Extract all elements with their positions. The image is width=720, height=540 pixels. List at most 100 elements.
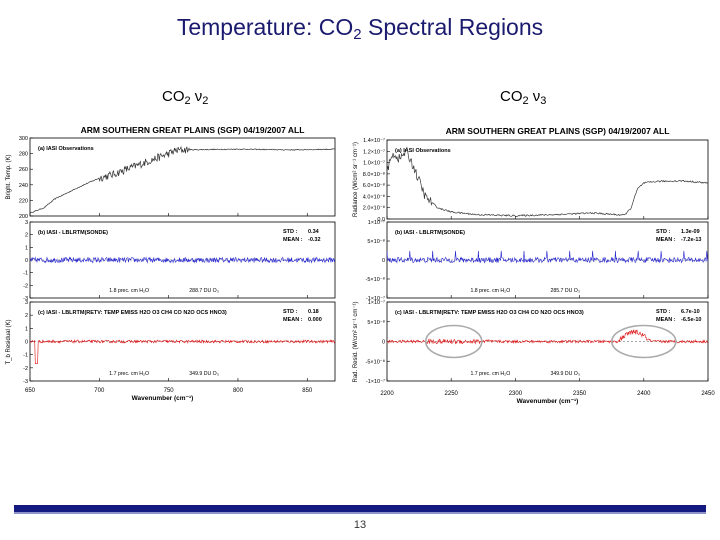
y-tick-label: 3	[25, 300, 28, 306]
y-tick-label: -1×10⁻⁷	[366, 378, 385, 385]
y-tick-label: 280	[19, 152, 28, 158]
observations-line	[386, 146, 709, 217]
x-axis-label: Wavenumber (cm⁻¹)	[132, 395, 194, 402]
y-tick-label: 240	[19, 183, 28, 189]
y-tick-label: 1×10⁻⁷	[368, 299, 385, 306]
y-tick-label: 8.0×10⁻⁸	[363, 171, 385, 178]
note-h2o: 1.8 prec. cm H₂O	[470, 288, 510, 294]
panel-frame	[29, 137, 336, 217]
y-axis-label: Radiance (W/cm² sr⁻¹ cm⁻¹)	[353, 142, 359, 217]
observations-line	[29, 145, 336, 214]
y-tick-label: 5×10⁻⁸	[367, 319, 385, 326]
mean-value: -6.5e-10	[681, 317, 702, 323]
y-tick-label: 220	[19, 198, 28, 204]
y-tick-label: -1	[23, 271, 28, 277]
note-o3: 349.9 DU O₃	[550, 371, 580, 377]
note-o3: 349.9 DU O₃	[189, 371, 219, 377]
footer-bar-shadow	[14, 512, 706, 514]
residual-line	[386, 329, 709, 345]
highlight-ellipse	[424, 324, 483, 359]
panel-label: (c) IASI - LBLRTM(RETV: TEMP EMISS H2O O…	[38, 310, 227, 316]
x-tick-label: 800	[233, 388, 244, 394]
x-tick-label: 750	[164, 388, 175, 394]
highlight-ellipse	[610, 324, 677, 359]
label-co2-nu3: CO2 ν3	[500, 88, 547, 107]
x-tick-label: 2400	[637, 391, 651, 397]
std-label: STD :	[656, 309, 671, 315]
y-axis-label: Bright. Temp. (K)	[6, 155, 12, 200]
std-value: 0.34	[308, 229, 320, 235]
y-tick-label: 1.2×10⁻⁷	[363, 148, 385, 155]
y-tick-label: 2.0×10⁻⁸	[363, 205, 385, 212]
y-tick-label: 0.0	[377, 217, 385, 223]
panel-label: (b) IASI - LBLRTM(SONDE)	[395, 230, 465, 236]
mean-value: -7.2e-13	[681, 237, 702, 243]
note-h2o: 1.7 prec. cm H₂O	[109, 371, 149, 377]
y-tick-label: 0	[382, 340, 385, 346]
y-axis-label: Rad. Resid. (W/cm² sr⁻¹ cm⁻¹)	[353, 302, 359, 383]
mean-label: MEAN :	[283, 237, 303, 243]
y-tick-label: 1.0×10⁻⁷	[363, 160, 385, 167]
y-tick-label: -5×10⁻⁸	[366, 276, 385, 283]
x-tick-label: 650	[25, 388, 36, 394]
x-tick-label: 2350	[573, 391, 587, 397]
y-tick-label: 0	[382, 258, 385, 264]
std-label: STD :	[656, 229, 671, 235]
std-value: 6.7e-10	[681, 309, 700, 315]
mean-label: MEAN :	[283, 317, 303, 323]
x-tick-label: 850	[302, 388, 313, 394]
note-o3: 285.7 DU O₃	[550, 288, 580, 294]
x-tick-label: 2200	[380, 391, 394, 397]
slide-title: Temperature: CO2 Spectral Regions	[176, 14, 544, 43]
chart-title: ARM SOUTHERN GREAT PLAINS (SGP) 04/19/20…	[81, 125, 305, 135]
y-tick-label: -1	[23, 353, 28, 359]
y-tick-label: 2	[25, 233, 28, 239]
y-tick-label: 0	[25, 258, 28, 264]
std-value: 1.3e-09	[681, 229, 700, 235]
x-tick-label: 2250	[445, 391, 459, 397]
panel-label: (c) IASI - LBLRTM(RETV: TEMP EMISS H2O O…	[395, 310, 584, 316]
x-tick-label: 700	[94, 388, 105, 394]
std-value: 0.18	[308, 309, 319, 315]
y-tick-label: 2	[25, 313, 28, 319]
panel-label: (a) IASI Observations	[395, 148, 451, 154]
mean-label: MEAN :	[656, 237, 676, 243]
std-label: STD :	[283, 309, 298, 315]
y-tick-label: 1	[25, 326, 28, 332]
x-tick-label: 2300	[509, 391, 523, 397]
page-number: 13	[353, 519, 367, 531]
std-label: STD :	[283, 229, 298, 235]
y-tick-label: 260	[19, 167, 28, 173]
panel-label: (a) IASI Observations	[38, 146, 94, 152]
note-o3: 288.7 DU O₃	[189, 288, 219, 294]
note-h2o: 1.7 prec. cm H₂O	[470, 371, 510, 377]
y-tick-label: 1	[25, 245, 28, 251]
residual-line	[386, 250, 709, 264]
y-tick-label: 6.0×10⁻⁸	[363, 182, 385, 189]
x-axis-label: Wavenumber (cm⁻¹)	[517, 398, 579, 405]
mean-label: MEAN :	[656, 317, 676, 323]
footer-bar	[14, 505, 706, 512]
x-tick-label: 2450	[701, 391, 715, 397]
y-tick-label: -2	[23, 366, 28, 372]
y-tick-label: -3	[23, 296, 28, 302]
y-tick-label: 5×10⁻⁸	[367, 238, 385, 245]
y-tick-label: 300	[19, 136, 28, 142]
label-co2-nu2: CO2 ν2	[162, 88, 209, 107]
panel-frame	[386, 139, 709, 220]
y-tick-label: 1×10⁻⁷	[368, 219, 385, 226]
chart-title: ARM SOUTHERN GREAT PLAINS (SGP) 04/19/20…	[446, 126, 670, 136]
residual-line	[29, 339, 336, 364]
residual-line	[29, 256, 336, 264]
y-tick-label: -2	[23, 283, 28, 289]
y-tick-label: 1.4×10⁻⁷	[363, 137, 385, 144]
y-tick-label: 200	[19, 214, 28, 220]
mean-value: 0.000	[308, 317, 322, 323]
panel-label: (b) IASI - LBLRTM(SONDE)	[38, 230, 108, 236]
y-tick-label: -5×10⁻⁸	[366, 358, 385, 365]
y-tick-label: 0	[25, 340, 28, 346]
y-tick-label: -3	[23, 379, 28, 385]
mean-value: -0.32	[308, 237, 321, 243]
y-tick-label: -1×10⁻⁷	[366, 295, 385, 302]
